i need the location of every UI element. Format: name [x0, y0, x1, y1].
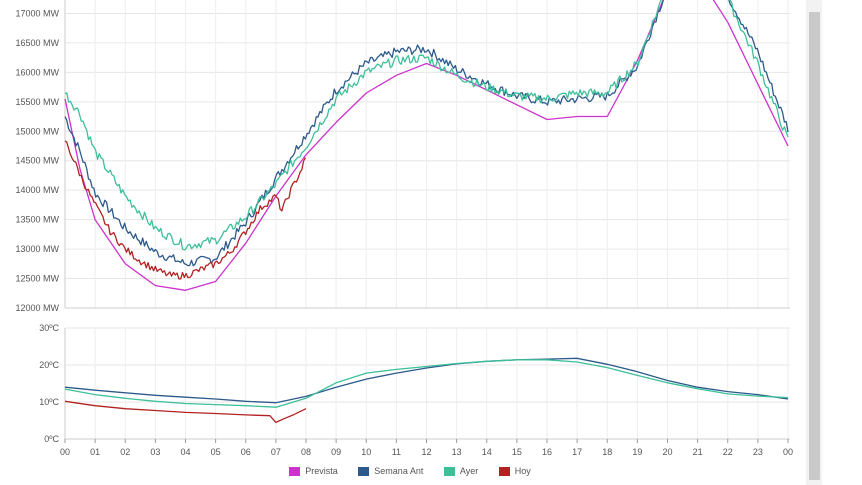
y-tick-label: 16500 MW: [15, 38, 59, 48]
x-tick-label: 00: [60, 447, 70, 457]
y-tick-label: 12000 MW: [15, 303, 59, 313]
x-tick-label: 12: [421, 447, 431, 457]
y-tick-label: 20ºC: [39, 360, 59, 370]
series-line-hoy: [64, 400, 307, 424]
legend-swatch-ayer: [443, 466, 455, 476]
series-line-ayer: [64, 0, 789, 251]
x-tick-label: 19: [632, 447, 642, 457]
x-tick-label: 00: [783, 447, 793, 457]
y-tick-label: 15500 MW: [15, 97, 59, 107]
x-tick-label: 10: [361, 447, 371, 457]
demand-temperature-chart: 12000 MW 12500 MW 13000 MW 13500 MW 14000 MW…: [15, 0, 793, 457]
x-tick-label: 11: [392, 447, 401, 457]
x-tick-label: 15: [512, 447, 522, 457]
legend-label-hoy: Hoy: [514, 466, 531, 476]
legend-swatch-hoy: [498, 466, 510, 476]
x-tick-label: 16: [542, 447, 552, 457]
x-tick-label: 03: [150, 447, 160, 457]
y-tick-label: 0ºC: [44, 434, 59, 444]
series-line-semana-ant: [64, 0, 789, 267]
legend-item-ayer[interactable]: Ayer: [443, 466, 479, 476]
legend-item-prevista[interactable]: Prevista: [289, 466, 338, 476]
legend-swatch-semana-ant: [358, 466, 370, 476]
y-tick-label: 16000 MW: [15, 67, 59, 77]
x-tick-label: 01: [90, 447, 100, 457]
x-tick-label: 04: [180, 447, 190, 457]
y-tick-label: 30ºC: [39, 323, 59, 333]
y-tick-label: 15000 MW: [15, 126, 59, 136]
x-tick-label: 09: [331, 447, 341, 457]
scrollbar-thumb[interactable]: [809, 12, 820, 480]
x-tick-label: 22: [723, 447, 733, 457]
x-tick-label: 20: [662, 447, 672, 457]
series-line-semana-ant: [64, 357, 789, 404]
y-tick-label: 13000 MW: [15, 244, 59, 254]
legend-label-ayer: Ayer: [459, 466, 479, 476]
y-tick-label: 12500 MW: [15, 274, 59, 284]
x-tick-label: 07: [271, 447, 281, 457]
y-tick-label: 14000 MW: [15, 185, 59, 195]
y-tick-label: 13500 MW: [15, 215, 59, 225]
y-tick-label: 10ºC: [39, 397, 59, 407]
series-line-hoy: [64, 140, 306, 280]
y-tick-label: 17000 MW: [15, 8, 59, 18]
legend-item-semana-ant[interactable]: Semana Ant: [358, 466, 423, 476]
y-tick-label: 14500 MW: [15, 156, 59, 166]
x-tick-label: 23: [753, 447, 763, 457]
x-tick-label: 21: [693, 447, 703, 457]
x-tick-label: 17: [572, 447, 582, 457]
x-tick-label: 08: [301, 447, 311, 457]
legend-label-semana-ant: Semana Ant: [374, 466, 424, 476]
legend-label-prevista: Prevista: [305, 466, 338, 476]
x-tick-label: 02: [120, 447, 130, 457]
x-tick-label: 14: [482, 447, 492, 457]
legend-item-hoy[interactable]: Hoy: [498, 466, 531, 476]
x-tick-label: 06: [241, 447, 251, 457]
series-line-ayer: [64, 359, 789, 408]
x-tick-label: 13: [452, 447, 462, 457]
x-tick-label: 05: [211, 447, 221, 457]
legend-swatch-prevista: [289, 466, 301, 476]
chart-legend: Prevista Semana Ant Ayer Hoy: [0, 466, 820, 478]
x-tick-label: 18: [602, 447, 612, 457]
